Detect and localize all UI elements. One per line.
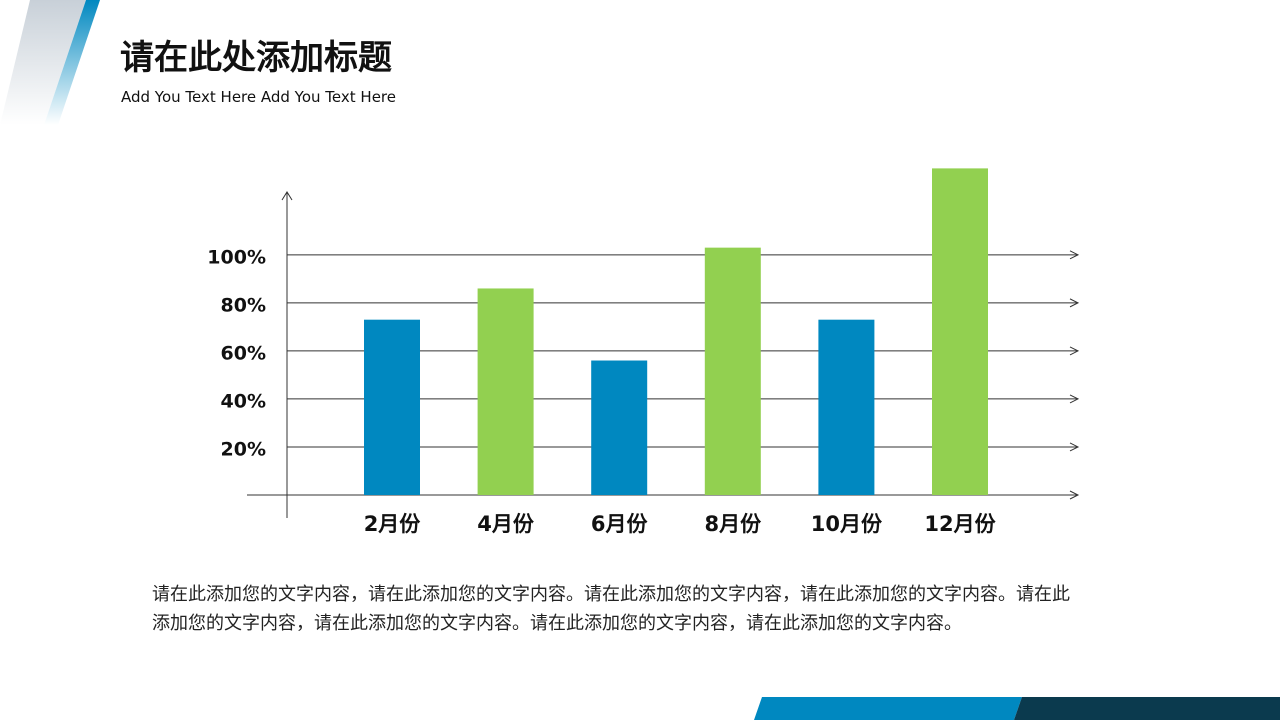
y-tick-label: 60%	[221, 342, 266, 364]
axis-arrow	[281, 191, 293, 201]
x-tick-label: 10月份	[811, 512, 883, 536]
y-tick-label: 40%	[221, 390, 266, 412]
corner-shape	[0, 0, 86, 125]
x-tick-label: 4月份	[477, 512, 535, 536]
y-tick-label: 80%	[221, 294, 266, 316]
x-tick-label: 2月份	[364, 512, 422, 536]
footer-bar	[754, 697, 1022, 720]
bar	[932, 168, 988, 495]
bar	[364, 319, 420, 495]
bar	[591, 360, 648, 495]
title: 请在此处添加标题	[120, 38, 392, 78]
grid-arrow	[1069, 490, 1080, 500]
x-tick-label: 8月份	[704, 512, 762, 536]
footer-bar	[1014, 697, 1280, 720]
corner-stripe	[44, 0, 100, 125]
grid-arrow	[1069, 298, 1080, 308]
bar	[704, 247, 761, 495]
grid-arrow	[1069, 442, 1080, 452]
subtitle: Add You Text Here Add You Text Here	[121, 88, 396, 106]
bar	[477, 288, 534, 495]
y-tick-label: 20%	[221, 438, 266, 460]
grid-arrow	[1069, 250, 1080, 260]
x-tick-label: 6月份	[591, 512, 649, 536]
grid-arrow	[1069, 346, 1080, 356]
body-text: 请在此添加您的文字内容，请在此添加您的文字内容。请在此添加您的文字内容，请在此添…	[152, 584, 1070, 634]
y-tick-label: 100%	[207, 246, 266, 268]
grid-arrow	[1069, 394, 1080, 404]
chart: 20% 40% 60% 80% 100% 2月份 4月份 6月份 8月份 10月份 12月份	[207, 168, 1080, 536]
bar	[818, 319, 875, 495]
x-tick-label: 12月份	[924, 512, 996, 536]
